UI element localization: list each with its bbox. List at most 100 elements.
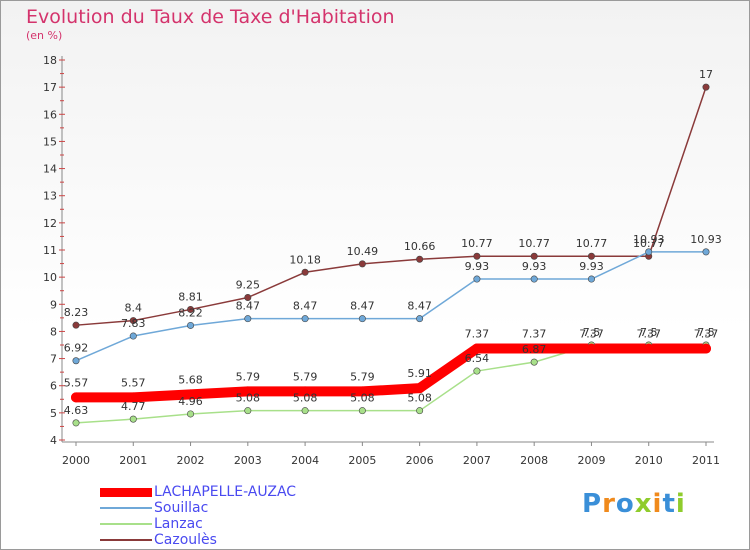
x-tick-label: 2007 [463,454,491,467]
y-tick-label: 8 [50,325,57,338]
series-line-cazoul-s [75,86,707,326]
x-tick-label: 2000 [62,454,90,467]
data-label: 6.92 [64,342,89,355]
x-tick-label: 2011 [692,454,720,467]
data-label: 10.93 [633,233,665,246]
data-point [358,260,366,268]
logo-letter: i [675,489,686,519]
x-tick-label: 2005 [348,454,376,467]
legend-label: Cazoulès [154,532,217,548]
series-line-souillac [75,251,707,362]
data-label: 8.4 [125,302,143,315]
data-label: 7.37 [579,328,604,341]
legend-item: Lanzac [100,516,296,532]
data-label: 5.57 [64,376,89,389]
series-line-lachapelle-auzac [71,343,711,403]
data-label: 10.93 [690,233,722,246]
y-tick-label: 17 [43,81,57,94]
data-label: 10.77 [518,237,550,250]
data-label: 6.87 [522,343,547,356]
data-point [473,275,481,283]
data-labels: 8.23 8.4 8.81 9.25 10.18 10.49 10.66 10.77 10.77… [64,68,722,417]
data-point [71,392,81,403]
x-tick-label: 2008 [520,454,548,467]
chart-subtitle: (en %) [26,29,63,42]
data-label: 7.37 [694,328,719,341]
y-tick-label: 7 [50,353,57,366]
data-label: 8.47 [293,300,318,313]
data-label: 8.47 [236,300,261,313]
data-label: 10.49 [347,245,379,258]
data-label: 6.54 [465,352,490,365]
legend-label: Souillac [154,500,209,516]
chart-title: Evolution du Taux de Taxe d'Habitation [26,6,395,28]
y-tick-label: 10 [43,271,57,284]
data-point [643,343,654,354]
y-tick-label: 16 [43,108,57,121]
data-point [414,383,425,394]
data-label: 9.25 [236,279,261,292]
x-tick-label: 2010 [635,454,663,467]
data-label: 5.08 [293,392,318,405]
series-line-lanzac [75,344,707,424]
data-point [473,252,481,260]
data-point [187,410,195,418]
data-label: 10.77 [576,237,608,250]
data-point [587,275,595,283]
data-point [702,248,710,256]
data-label: 5.08 [407,392,432,405]
legend-swatch [100,539,152,541]
data-point [244,293,252,301]
data-label: 9.93 [522,260,547,273]
axes: 4 5 6 7 8 9 10 11 12 13 14 15 16 17 18 2000 2001 2002 2003… [43,54,720,467]
y-tick-label: 4 [50,434,57,447]
data-label: 5.91 [407,367,432,380]
x-tick-label: 2003 [234,454,262,467]
series-points [71,83,711,427]
data-label: 5.08 [350,392,375,405]
y-tick-label: 13 [43,190,57,203]
data-label: 9.93 [465,260,490,273]
data-point [72,419,80,427]
data-point [187,321,195,329]
data-point [358,315,366,323]
data-point [473,367,481,375]
logo-letter: o [615,489,635,519]
data-label: 7.5 [697,326,715,339]
data-point [471,343,482,354]
legend-swatch [100,523,152,525]
data-point [129,415,137,423]
y-tick-label: 15 [43,135,57,148]
data-label: 9.93 [579,260,604,273]
data-label: 10.77 [633,237,665,250]
logo-letter: t [662,489,676,519]
data-point [529,343,540,354]
data-label: 4.96 [178,395,203,408]
data-point [301,315,309,323]
data-point [244,315,252,323]
x-tick-label: 2004 [291,454,319,467]
data-point [301,407,309,415]
data-label: 5.79 [293,370,318,383]
data-point [185,389,196,400]
data-label: 5.68 [178,373,203,386]
data-label: 10.18 [289,253,321,266]
data-point [702,83,710,91]
y-tick-label: 11 [43,244,57,257]
data-label: 7.37 [636,328,661,341]
data-point [530,358,538,366]
data-label: 10.77 [461,237,493,250]
legend-item: LACHAPELLE-AUZAC [100,484,296,500]
y-tick-label: 6 [50,380,57,393]
x-tick-label: 2009 [577,454,605,467]
data-point [301,268,309,276]
data-label: 7.5 [640,326,658,339]
data-point [530,252,538,260]
data-point [128,392,139,403]
data-point [587,252,595,260]
data-label: 4.63 [64,404,89,417]
y-tick-label: 12 [43,217,57,230]
data-point [187,305,195,313]
legend-label: Lanzac [154,516,203,532]
